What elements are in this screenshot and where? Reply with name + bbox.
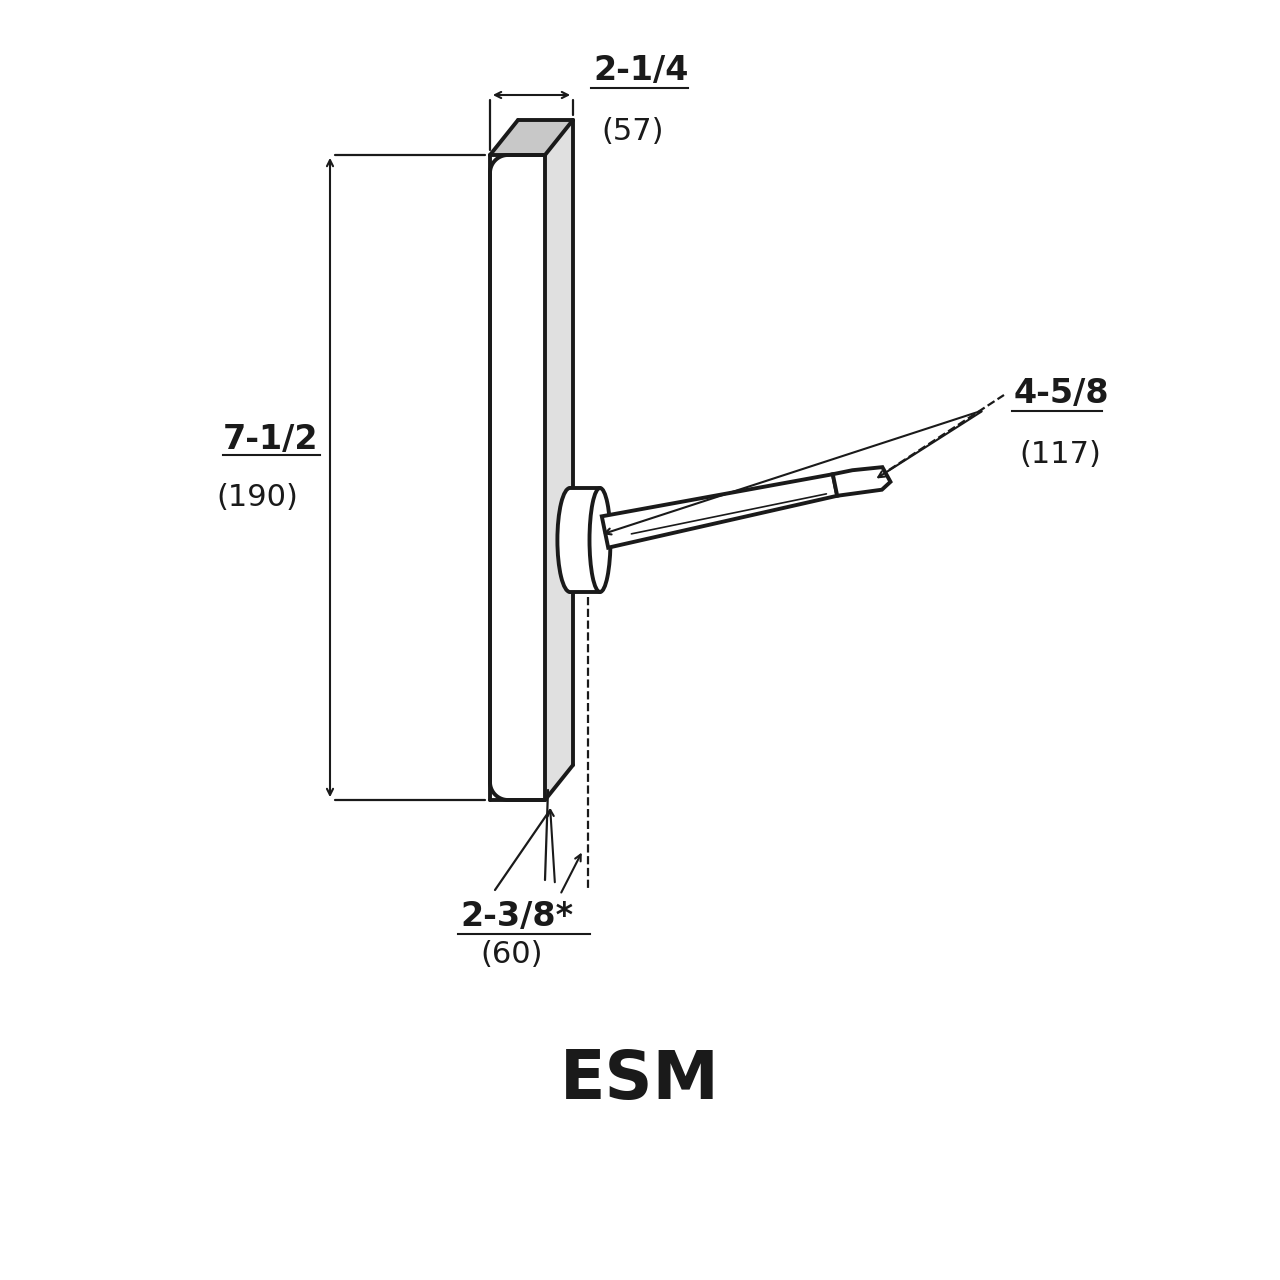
Text: (117): (117) <box>1019 440 1101 468</box>
Text: (60): (60) <box>480 940 543 969</box>
Polygon shape <box>570 488 600 591</box>
Text: ESM: ESM <box>561 1047 719 1114</box>
Text: 2-1/4: 2-1/4 <box>593 54 689 87</box>
Polygon shape <box>602 474 837 548</box>
Ellipse shape <box>557 488 582 591</box>
Text: 4-5/8: 4-5/8 <box>1014 378 1110 410</box>
Text: (190): (190) <box>216 483 298 512</box>
Polygon shape <box>833 467 891 495</box>
Text: (57): (57) <box>602 116 663 146</box>
Text: 7-1/2: 7-1/2 <box>223 422 317 456</box>
Polygon shape <box>545 120 573 800</box>
Ellipse shape <box>590 488 611 591</box>
Text: 2-3/8*: 2-3/8* <box>460 900 573 933</box>
Polygon shape <box>490 120 573 155</box>
Polygon shape <box>490 155 545 800</box>
